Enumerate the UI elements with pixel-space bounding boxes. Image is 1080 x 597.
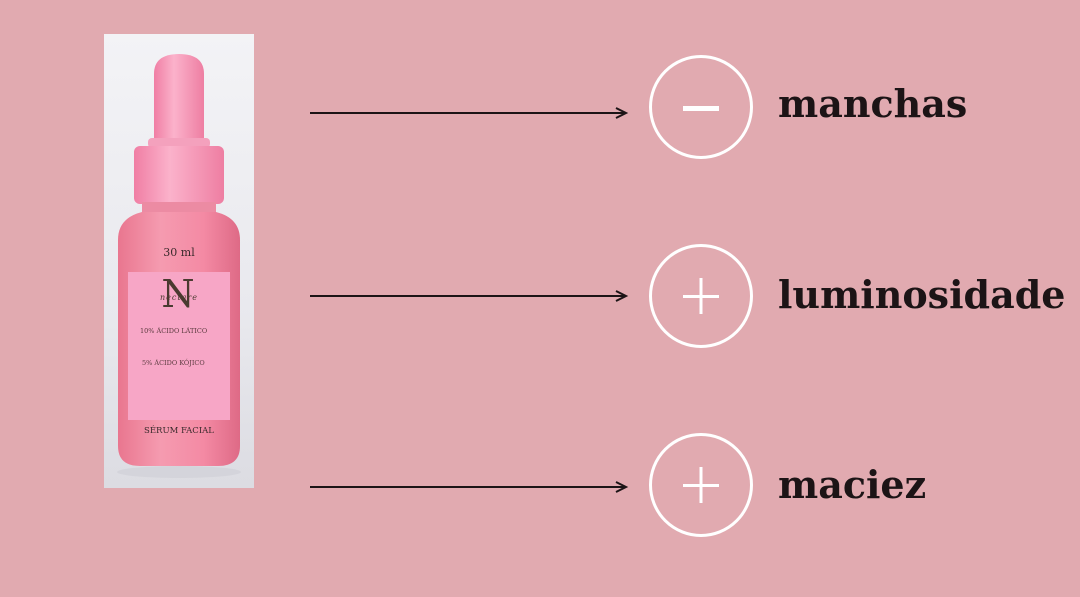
benefit-circle-manchas [649, 55, 753, 159]
ingredient-kojic-acid: 5% ÁCIDO KÓJICO [142, 359, 205, 367]
brand-logo-initial: N [161, 272, 195, 316]
brand-logo-script: nectare [160, 293, 198, 302]
benefit-label-luminosidade: luminosidade [778, 272, 1066, 317]
product-name: SÉRUM FACIAL [144, 426, 214, 436]
arrow-right-icon [310, 481, 629, 493]
arrow-maciez [310, 480, 630, 494]
bottle-volume: 30 ml [163, 246, 195, 259]
minus-icon [683, 106, 719, 111]
ingredient-lactic-acid: 10% ÁCIDO LÁTICO [140, 327, 208, 335]
benefit-label-manchas: manchas [778, 81, 968, 126]
arrow-right-icon [310, 107, 629, 119]
bottle-label [128, 272, 230, 420]
plus-icon [683, 467, 719, 503]
arrow-manchas [310, 106, 630, 120]
arrow-luminosidade [310, 289, 630, 303]
plus-icon [683, 278, 719, 314]
benefit-circle-luminosidade [649, 244, 753, 348]
benefit-label-maciez: maciez [778, 462, 927, 507]
arrow-right-icon [310, 290, 629, 302]
product-photo: 30 ml N nectare 10% ÁCIDO LÁTICO 5% ÁCID… [104, 34, 254, 488]
benefit-circle-maciez [649, 433, 753, 537]
